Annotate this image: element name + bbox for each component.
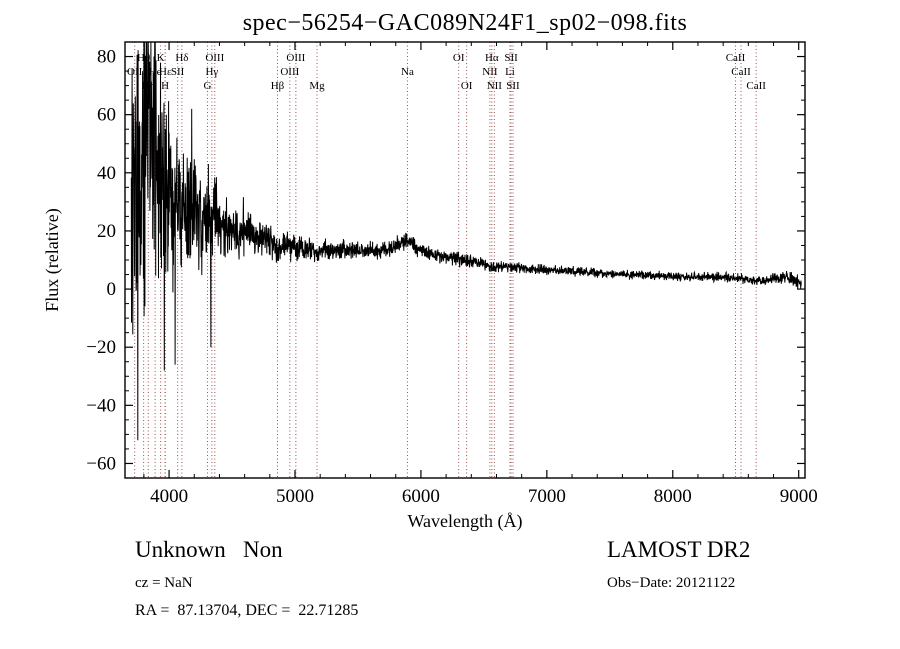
spectral-line-label: OI [453,52,465,64]
spectral-line-label: OII [127,66,143,78]
spectral-line-label: OIII [280,66,299,78]
chart-title: spec−56254−GAC089N24F1_sp02−098.fits [243,10,688,36]
spectral-line-label: H [161,80,169,92]
spectral-line-label: CaII [731,66,751,78]
cz-value: cz = NaN [135,575,193,591]
spectrum-chart: spec−56254−GAC089N24F1_sp02−098.fits OII… [42,10,818,532]
spectral-line-label: SII [504,52,518,64]
x-tick-label: 7000 [528,486,566,507]
spectral-line-label: NII [487,80,503,92]
spectral-line-label: Na [401,66,414,78]
y-tick-label: 0 [107,279,117,300]
spectral-line-label: CaII [726,52,746,64]
x-axis-label: Wavelength (Å) [407,511,522,532]
survey-name: LAMOST DR2 [607,537,751,562]
spectral-line-label: Hβ [271,80,285,92]
spectral-line-label: Hγ [205,66,218,78]
spectral-line-label: OI [461,80,473,92]
obs-date: Obs−Date: 20121122 [607,575,736,591]
y-tick-label: −40 [86,395,116,416]
y-tick-label: 80 [97,47,116,68]
spectral-line-label: CaII [746,80,766,92]
spectral-line-label: OIII [286,52,305,64]
spectral-line-markers [134,42,757,478]
classification-text: Unknown Non [135,537,283,562]
spectral-line-label: Hη [141,80,155,92]
spectrum-trace-layer [130,42,802,441]
spectral-line-label: OIII [205,52,224,64]
spectral-line-label: Mg [309,80,325,92]
y-tick-label: 20 [97,221,116,242]
spectral-line-label: Hδ [175,52,188,64]
y-tick-label: −20 [86,337,116,358]
spectral-line-label: Hα [485,52,499,64]
x-tick-label: 8000 [654,486,692,507]
spectrum-trace [130,42,802,441]
y-axis-label: Flux (relative) [42,208,63,311]
x-tick-label: 5000 [276,486,314,507]
spectral-line-label: K [157,52,165,64]
spectral-line-label: G [204,80,212,92]
y-tick-label: −60 [86,453,116,474]
y-tick-label: 40 [97,163,116,184]
y-tick-label: 60 [97,105,116,126]
x-tick-label: 6000 [402,486,440,507]
spectral-line-label: Hθ [137,52,150,64]
spectral-line-label: Hε [159,66,172,78]
x-tick-label: 4000 [150,486,188,507]
spectral-line-label: He [149,66,162,78]
plot-frame [124,41,806,479]
x-tick-label: 9000 [780,486,818,507]
spectral-line-label: SII [506,80,520,92]
spectral-line-label: Li [505,66,515,78]
spectral-line-label: SII [171,66,185,78]
ra-dec: RA = 87.13704, DEC = 22.71285 [135,602,359,619]
spectral-line-label: NII [482,66,498,78]
